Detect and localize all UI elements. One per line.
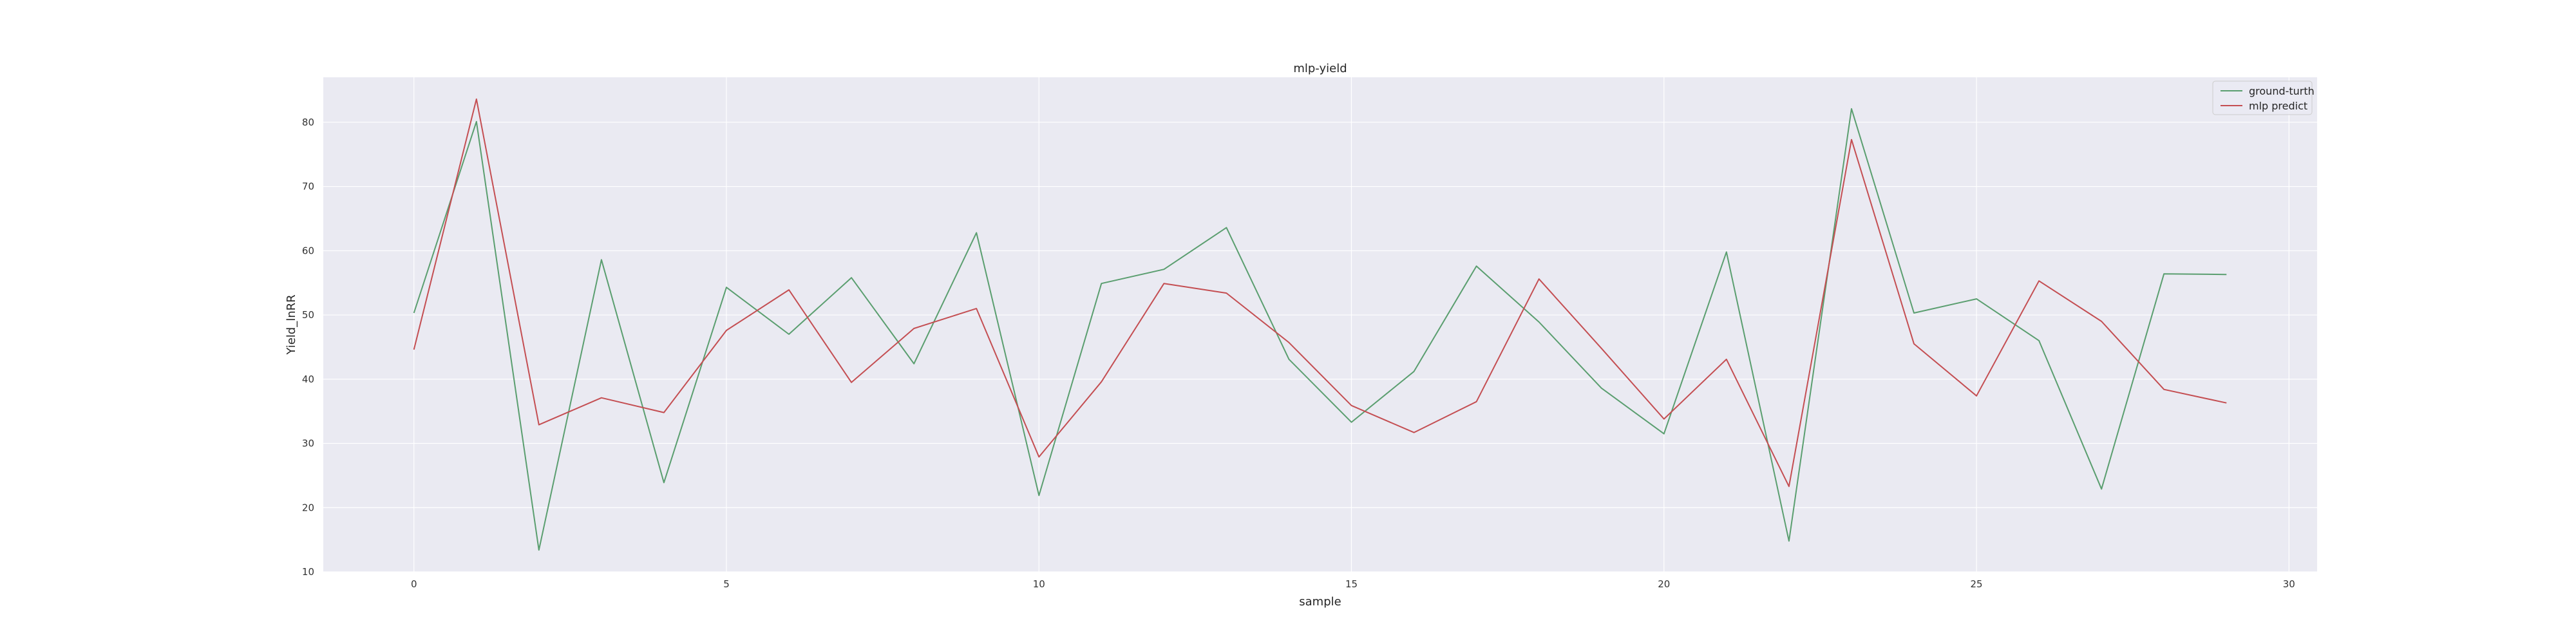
y-tick-label: 30: [302, 438, 314, 450]
legend-label-mlp-predict: mlp predict: [2249, 100, 2307, 112]
y-axis-label: Yield_lnRR: [285, 294, 298, 355]
x-tick-label: 20: [1658, 578, 1670, 590]
plot-background: [323, 77, 2317, 572]
x-tick-label: 30: [2283, 578, 2295, 590]
y-tick-label: 60: [302, 245, 314, 256]
y-tick-label: 20: [302, 502, 314, 513]
legend-label-ground-turth: ground-turth: [2249, 85, 2315, 97]
chart-title: mlp-yield: [1293, 62, 1347, 75]
x-tick-label: 25: [1971, 578, 1983, 590]
series-lines: [413, 98, 2227, 551]
y-tick-label: 10: [302, 566, 314, 578]
x-tick-label: 0: [411, 578, 417, 590]
y-tick-labels: 10 20 30 40 50 60 70 80: [302, 117, 314, 578]
x-axis-label: sample: [1299, 595, 1341, 609]
x-tick-label: 5: [723, 578, 730, 590]
y-tick-label: 80: [302, 117, 314, 128]
y-tick-label: 50: [302, 309, 314, 321]
y-tick-label: 70: [302, 181, 314, 193]
x-tick-label: 10: [1033, 578, 1045, 590]
x-tick-labels: 0 5 10 15 20 25 30: [411, 578, 2295, 590]
y-tick-label: 40: [302, 374, 314, 385]
series-line-mlp-predict: [413, 98, 2227, 488]
x-tick-label: 15: [1345, 578, 1358, 590]
series-line-ground-turth: [413, 108, 2227, 551]
legend: ground-turth mlp predict: [2212, 80, 2315, 115]
grid-lines: [323, 77, 2317, 573]
